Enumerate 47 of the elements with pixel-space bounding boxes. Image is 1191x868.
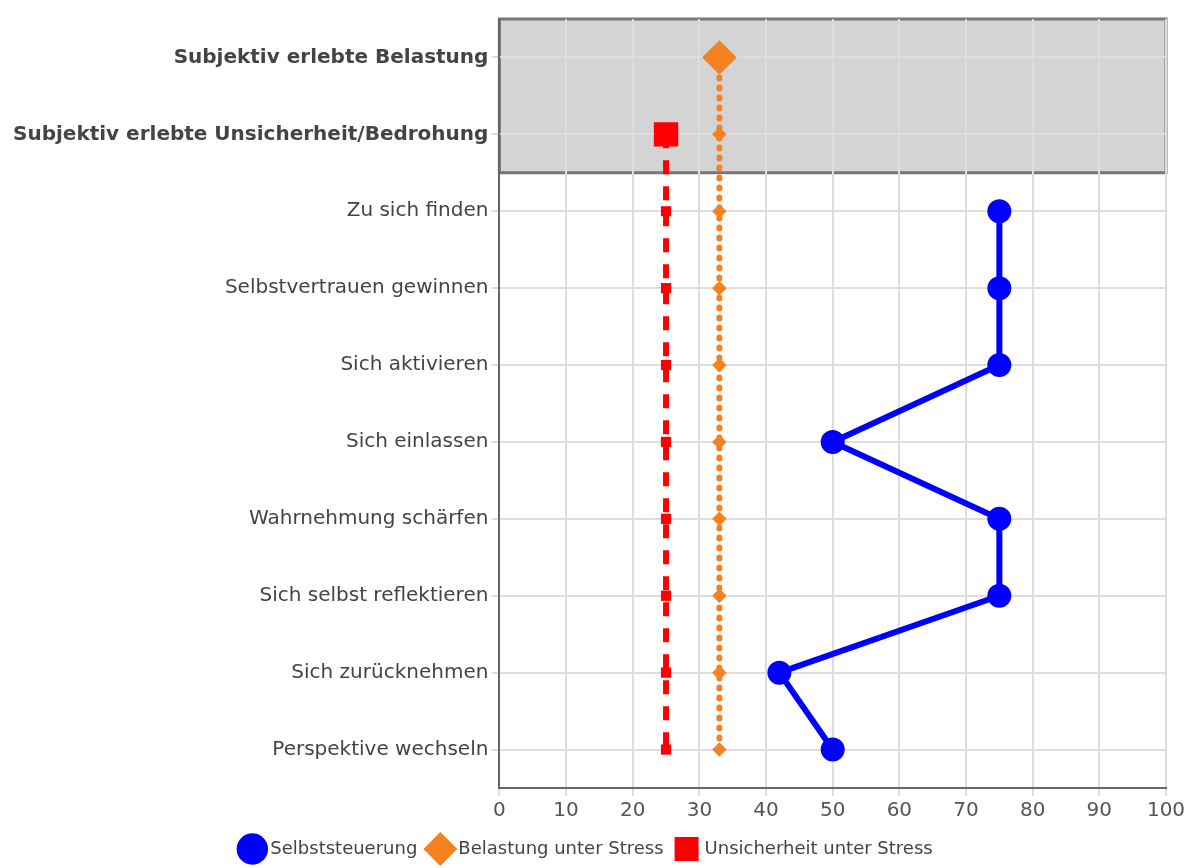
y-tick-label: Sich einlassen xyxy=(345,428,489,453)
legend-label: Belastung unter Stress xyxy=(458,836,664,858)
y-tick-label: Subjektiv erlebte Belastung xyxy=(173,43,489,68)
legend-label: Unsicherheit unter Stress xyxy=(704,836,933,858)
y-tick-label: Wahrnehmung schärfen xyxy=(248,505,489,530)
x-tick-label: 40 xyxy=(753,797,779,822)
y-tick-label: Subjektiv erlebte Unsicherheit/Bedrohung xyxy=(13,120,489,145)
point xyxy=(987,583,1012,608)
point xyxy=(820,737,845,762)
point xyxy=(713,128,726,141)
point xyxy=(660,744,672,755)
y-tick-label: Selbstvertrauen gewinnen xyxy=(224,274,489,299)
point xyxy=(713,743,726,756)
point xyxy=(660,206,672,217)
legend-label: Selbststeuerung xyxy=(270,836,418,858)
point xyxy=(660,590,672,601)
x-tick-label: 0 xyxy=(493,797,506,822)
x-tick-label: 60 xyxy=(886,797,913,822)
x-tick-label: 50 xyxy=(819,797,846,822)
y-tick-label: Sich selbst reflektieren xyxy=(259,581,489,606)
point xyxy=(713,589,726,602)
x-tick-label: 70 xyxy=(953,797,979,822)
point xyxy=(987,353,1012,378)
point xyxy=(820,429,845,454)
y-tick-label: Zu sich finden xyxy=(346,197,489,222)
x-tick-label: 80 xyxy=(1019,797,1046,822)
point xyxy=(987,506,1012,531)
point xyxy=(660,436,672,448)
point xyxy=(987,199,1012,224)
point xyxy=(660,513,672,524)
x-tick-label: 90 xyxy=(1086,797,1113,822)
point xyxy=(767,660,792,685)
x-tick-label: 20 xyxy=(619,797,646,822)
x-tick-label: 30 xyxy=(686,797,713,822)
point xyxy=(713,512,726,525)
y-tick-label: Sich aktivieren xyxy=(340,351,489,376)
point xyxy=(660,359,672,371)
x-tick-label: 100 xyxy=(1146,797,1186,822)
point xyxy=(713,359,726,372)
y-tick-label: Sich zurücknehmen xyxy=(291,658,489,683)
point xyxy=(987,276,1012,301)
y-tick-label: Perspektive wechseln xyxy=(272,735,489,760)
x-tick-label: 10 xyxy=(553,797,579,822)
point xyxy=(713,435,726,448)
point xyxy=(660,667,672,678)
point xyxy=(713,282,726,295)
point xyxy=(660,283,672,294)
